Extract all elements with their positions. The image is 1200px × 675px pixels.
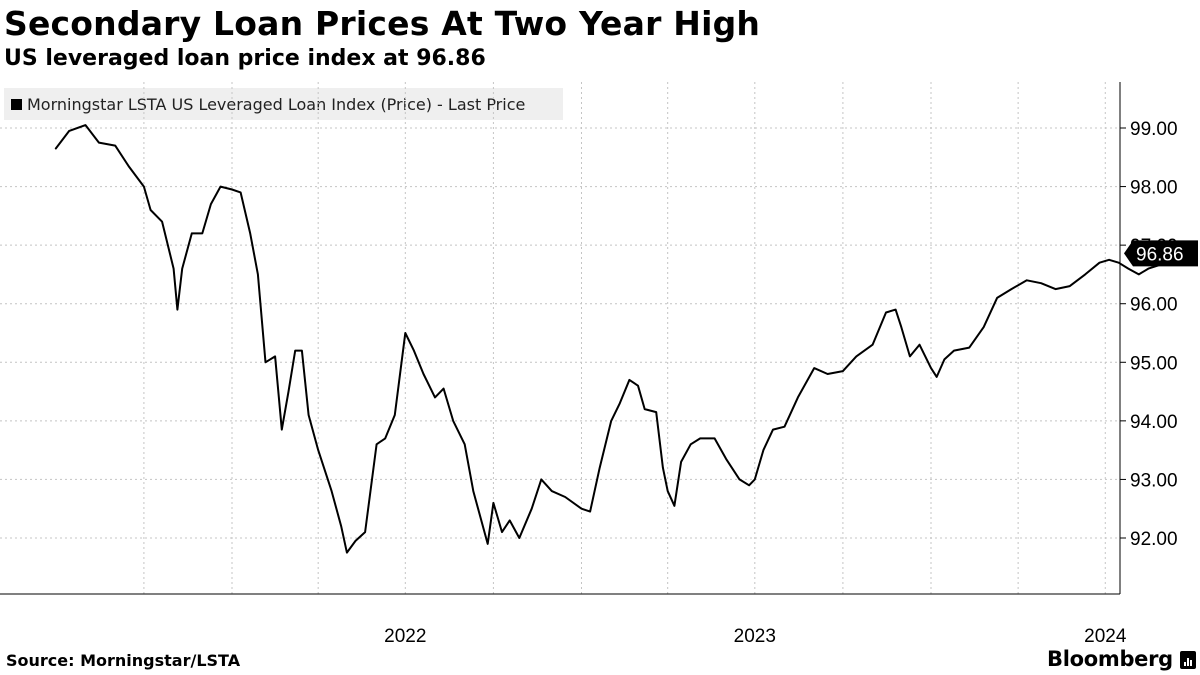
- chart-subtitle: US leveraged loan price index at 96.86: [4, 46, 486, 71]
- last-value-badge: [1124, 240, 1198, 267]
- series-layer: [54, 124, 1166, 554]
- x-tick-label: 2023: [734, 626, 776, 647]
- x-tick-label: 2024: [1084, 626, 1127, 647]
- legend-label: Morningstar LSTA US Leveraged Loan Index…: [27, 94, 526, 114]
- y-tick-label: 94.00: [1130, 412, 1178, 433]
- legend-swatch: [11, 98, 22, 110]
- y-tick-label: 95.00: [1130, 353, 1178, 374]
- series-line: [54, 124, 1166, 554]
- y-tick-label: 98.00: [1130, 178, 1178, 199]
- legend: Morningstar LSTA US Leveraged Loan Index…: [4, 88, 563, 120]
- axes: [0, 82, 1126, 595]
- source-note: Source: Morningstar/LSTA: [6, 651, 241, 670]
- brand-logo: Bloomberg: [1047, 647, 1173, 671]
- chart-title: Secondary Loan Prices At Two Year High: [4, 4, 761, 43]
- x-tick-label: 2022: [384, 626, 426, 647]
- last-value-label: 96.86: [1136, 244, 1184, 265]
- bloomberg-chart-icon: [1180, 651, 1196, 669]
- y-tick-label: 92.00: [1130, 529, 1178, 550]
- y-tick-label: 96.00: [1130, 295, 1178, 316]
- tick-labels: 92.0093.0094.0095.0096.0097.0098.0099.00…: [384, 119, 1198, 647]
- y-tick-label: 99.00: [1130, 119, 1178, 140]
- gridlines: [0, 82, 1120, 594]
- y-tick-label: 93.00: [1130, 470, 1178, 491]
